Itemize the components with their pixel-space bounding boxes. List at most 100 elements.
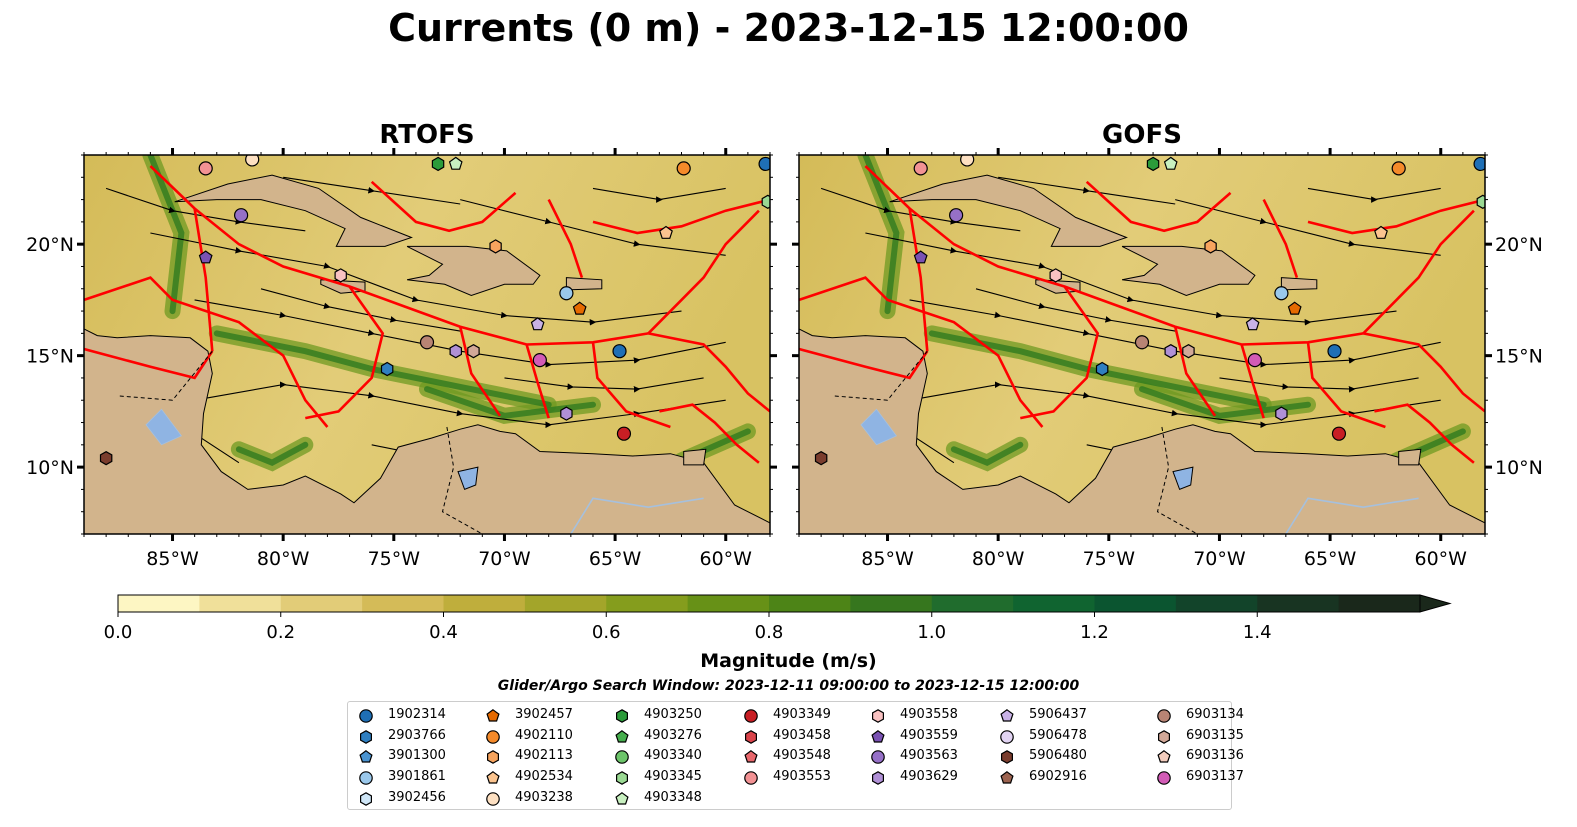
eez-boundary <box>525 344 550 419</box>
colorbar-tick-label: 0.2 <box>266 622 295 643</box>
legend-label: 6903137 <box>1186 769 1244 785</box>
eez-boundary <box>864 165 1364 346</box>
eez-boundary <box>647 209 760 335</box>
country-border <box>1156 426 1198 534</box>
eez-boundary <box>84 347 214 380</box>
country-border <box>117 350 213 401</box>
eez-boundary <box>1362 209 1475 335</box>
eez-boundary <box>1240 344 1265 419</box>
legend-marker-circle <box>486 729 500 744</box>
colorbar-segment <box>931 595 1014 612</box>
colorbar-segment <box>606 595 689 612</box>
eez-boundary <box>370 180 517 233</box>
legend-label: 4903345 <box>644 769 702 785</box>
legend-label: 4903238 <box>515 789 573 805</box>
current-core-strong <box>147 155 185 315</box>
legend-label: 4903340 <box>644 748 702 764</box>
colorbar-segment <box>524 595 607 612</box>
legend-label: 4903553 <box>773 769 831 785</box>
colorbar-tick-label: 0.8 <box>755 622 784 643</box>
legend-marker-pentagon <box>1000 771 1014 784</box>
legend-marker-circle <box>744 709 758 723</box>
y-tick-label: 20°N <box>1495 234 1543 256</box>
map-panel-gofs: 85°W 80°W 75°W 70°W 65°W 60°W 10°N 15°N 20°N <box>792 148 1543 570</box>
float-marker-4903345 <box>1476 194 1485 209</box>
float-marker-4903250 <box>1146 156 1160 172</box>
legend-marker <box>359 729 372 744</box>
float-marker-2903766 <box>1095 361 1109 377</box>
legend-marker-hexagon <box>1000 750 1013 765</box>
colorbar-segment <box>1257 595 1340 612</box>
colorbar-tick-label: 0.6 <box>592 622 621 643</box>
float-marker-5906480 <box>99 451 113 466</box>
x-tick-label: 80°W <box>972 548 1025 570</box>
legend-label: 4903559 <box>900 727 958 743</box>
current-core-strong <box>235 441 309 467</box>
map-frame <box>83 154 771 535</box>
y-tick-label: 15°N <box>26 346 74 368</box>
colorbar-segment <box>1094 595 1177 612</box>
legend-marker <box>615 729 629 743</box>
legend-marker <box>871 709 884 723</box>
legend-label: 4903629 <box>900 769 958 785</box>
legend-marker <box>359 709 373 723</box>
float-marker-4903629 <box>560 406 573 421</box>
float-marker-6903137 <box>532 353 547 368</box>
float-marker-4903629 <box>1275 406 1288 421</box>
float-marker-4903349 <box>616 426 632 441</box>
float-marker-3902457 <box>572 301 587 315</box>
float-marker-4903250 <box>431 156 445 172</box>
streamline <box>909 381 1441 429</box>
legend-label: 4903458 <box>773 727 831 743</box>
legend-marker <box>615 791 629 805</box>
legend-label: 4903348 <box>644 789 702 805</box>
river <box>1285 497 1419 534</box>
colorbar-tick-label: 0.0 <box>104 622 133 643</box>
colorbar-tick-label: 1.0 <box>917 622 946 643</box>
float-marker-4903348 <box>1163 156 1178 170</box>
legend-label: 5906437 <box>1029 707 1087 722</box>
streamline <box>592 187 726 203</box>
x-tick-label: 85°W <box>146 548 199 570</box>
legend-marker <box>486 729 500 744</box>
float-marker-4903348 <box>448 156 463 170</box>
eez-boundary <box>908 208 929 352</box>
float-marker-4903238 <box>960 155 975 167</box>
eez-boundary <box>458 326 502 417</box>
float-marker-4903349 <box>1331 426 1347 441</box>
river <box>570 497 704 534</box>
streamline <box>150 232 682 326</box>
float-marker-4903559 <box>198 250 213 264</box>
legend-marker <box>359 771 373 785</box>
colorbar-tick-label: 1.4 <box>1243 622 1272 643</box>
float-marker-4903238 <box>245 155 260 167</box>
legend-label: 3901300 <box>388 748 446 764</box>
legend-marker-pentagon <box>486 771 500 784</box>
figure-title: Currents (0 m) - 2023-12-15 12:00:00 <box>388 6 1189 50</box>
lake-nicaragua <box>145 408 183 446</box>
legend-marker-hexagon <box>615 709 628 723</box>
legend-label: 4902113 <box>515 748 573 764</box>
x-tick-label: 65°W <box>589 548 642 570</box>
streamline <box>865 232 1397 326</box>
legend-marker <box>359 750 373 763</box>
x-tick-label: 75°W <box>368 548 421 570</box>
legend-marker-circle <box>359 709 373 723</box>
y-tick-label: 10°N <box>1495 457 1543 479</box>
eez-boundary <box>799 347 929 380</box>
legend-label: 3902456 <box>388 789 446 805</box>
float-marker-1902314 <box>612 344 627 359</box>
legend-marker <box>1000 771 1014 784</box>
legend-marker <box>1157 729 1170 744</box>
legend-marker-pentagon <box>615 729 629 743</box>
legend-marker-pentagon <box>1157 750 1171 763</box>
float-marker-5906437 <box>530 317 545 331</box>
colorbar-segment <box>443 595 526 612</box>
eez-boundary <box>193 208 214 352</box>
float-marker-5906437 <box>1245 317 1260 331</box>
colorbar-segment <box>1175 595 1258 612</box>
legend-label: 6903134 <box>1186 707 1244 722</box>
legend-label: 4903563 <box>900 748 958 764</box>
legend-marker <box>1157 709 1171 723</box>
